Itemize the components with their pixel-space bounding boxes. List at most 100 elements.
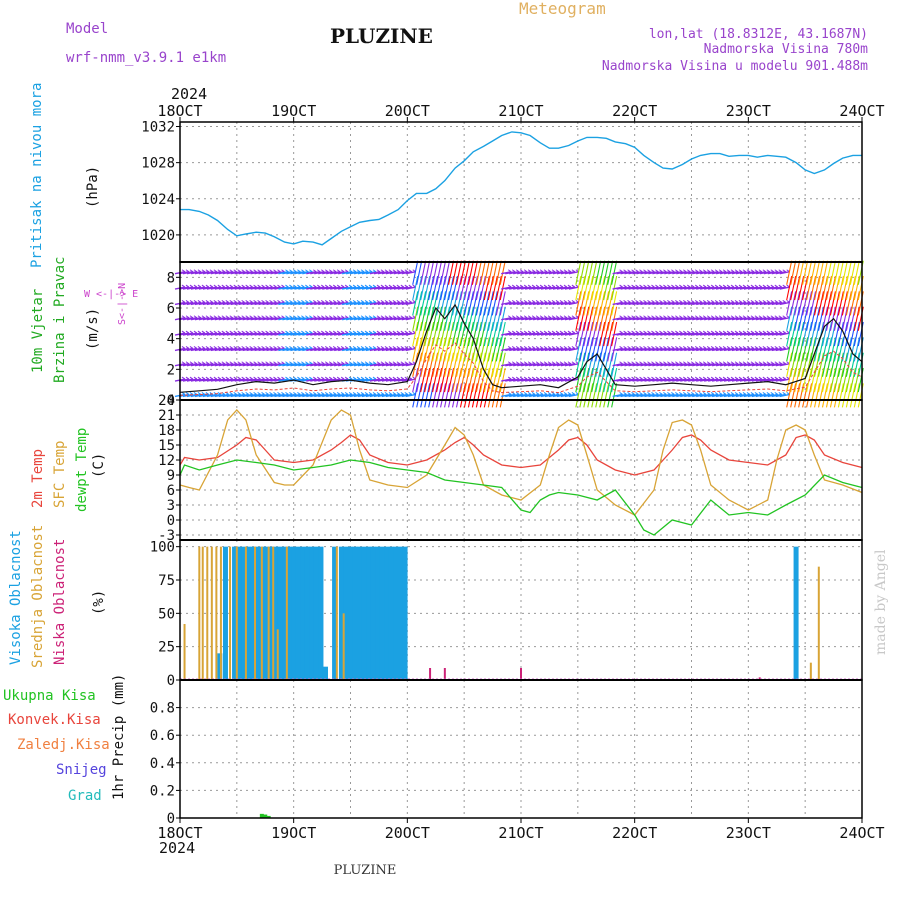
y-tick-label: 0.6 (150, 728, 175, 744)
cloud-bar-0 (291, 546, 297, 679)
y-tick-label: 0.2 (150, 783, 175, 799)
precip-bar (263, 814, 268, 818)
cloud-bar-1 (254, 546, 257, 679)
cloud-bar-0 (286, 546, 292, 679)
x-tick-top: 22OCT (612, 102, 657, 120)
wind-gust-line (179, 342, 863, 396)
temp-ylabel: (C) (91, 453, 107, 478)
y-tick-label: 24 (158, 393, 175, 409)
cloud-bar-0 (384, 546, 390, 679)
x-tick-bottom: 20OCT (385, 824, 430, 842)
cloud-bar-1 (342, 613, 345, 679)
elevation-text: Nadmorska Visina 780m (704, 42, 869, 57)
panel-frame-4 (179, 679, 863, 819)
x-tick-bottom: 18OCT (157, 824, 202, 842)
model-label: Model (66, 21, 108, 37)
temp-line-2 (179, 459, 863, 536)
cloud-bar-1 (267, 546, 270, 679)
cloud-bar-0 (343, 546, 349, 679)
cloud-bar-0 (222, 546, 228, 679)
y-tick-label: 0.8 (150, 701, 175, 717)
temp-side-label-3: dewpt Temp (74, 428, 90, 512)
cloud-bar-1 (260, 546, 263, 679)
cloud-bar-0 (313, 546, 319, 679)
x-tick-top: 24OCT (839, 102, 884, 120)
cloud-bar-2 (758, 677, 761, 679)
cloud-bar-1 (335, 546, 338, 679)
cloud-bar-1 (215, 546, 218, 679)
x-tick-top: 18OCT (157, 102, 202, 120)
y-tick-label: 75 (158, 573, 175, 589)
pressure-line (180, 131, 862, 246)
cloud-bar-0 (309, 546, 315, 679)
y-tick-label: 50 (158, 606, 175, 622)
cloud-side-label-3: Niska Oblacnost (52, 539, 68, 665)
x-tick-bottom: 23OCT (726, 824, 771, 842)
panel-frame-2 (179, 399, 863, 541)
precip-legend-1: Konvek.Kisa (8, 712, 101, 728)
lonlat-text: lon,lat (18.8312E, 43.1687N) (649, 27, 868, 42)
cloud-bar-0 (232, 546, 238, 679)
cloud-bar-0 (250, 546, 256, 679)
y-tick-label: 12 (158, 453, 175, 469)
cloud-bar-0 (393, 546, 399, 679)
cloud-bar-0 (263, 546, 269, 679)
cloud-bar-0 (398, 546, 404, 679)
y-tick-label: 6 (167, 301, 175, 317)
y-tick-label: 18 (158, 423, 175, 439)
year-bottom: 2024 (159, 839, 195, 857)
model-elevation-text: Nadmorska Visina u modelu 901.488m (602, 59, 868, 74)
cloud-bar-1 (198, 546, 201, 679)
cloud-bar-0 (332, 546, 338, 679)
cloud-bar-0 (277, 546, 283, 679)
year-top: 2024 (171, 85, 207, 103)
x-tick-top: 21OCT (498, 102, 543, 120)
cloud-bar-0 (361, 546, 367, 679)
x-tick-bottom: 19OCT (271, 824, 316, 842)
x-tick-top: 23OCT (726, 102, 771, 120)
y-tick-label: 100 (150, 540, 175, 556)
precip-ylabel: 1hr Precip (mm) (111, 674, 127, 800)
wind-side-label-2: Brzina i Pravac (52, 257, 68, 383)
cloud-bar-0 (272, 546, 278, 679)
wind-ylabel: (m/s) (85, 308, 101, 350)
cloud-bar-1 (285, 546, 288, 679)
cloud-bar-0 (370, 546, 376, 679)
cloud-bar-0 (322, 666, 328, 679)
y-tick-label: 4 (167, 332, 175, 348)
station-title: PLUZINE (330, 24, 433, 48)
precip-legend-0: Ukupna Kisa (3, 688, 96, 704)
cloud-bar-0 (295, 546, 301, 679)
cloud-bar-0 (241, 546, 247, 679)
cloud-bar-0 (268, 546, 274, 679)
wind-arrows (174, 260, 864, 408)
cloud-bar-1 (201, 546, 204, 679)
cloud-bar-0 (379, 546, 385, 679)
cloud-bar-2 (443, 668, 446, 679)
cloud-bar-1 (183, 624, 186, 679)
cloud-bar-1 (817, 566, 820, 679)
pressure-ylabel: (hPa) (85, 166, 101, 208)
y-tick-label: 2 (167, 362, 175, 378)
y-tick-label: 0.4 (150, 756, 175, 772)
cloud-bar-0 (338, 546, 344, 679)
pressure-side-label: Pritisak na nivou mora (29, 83, 45, 268)
y-tick-label: 9 (167, 468, 175, 484)
y-tick-label: 25 (158, 640, 175, 656)
x-tick-top: 20OCT (385, 102, 430, 120)
cloud-bar-0 (348, 546, 353, 679)
cloud-bar-1 (272, 546, 275, 679)
temp-side-label-2: SFC Temp (52, 441, 68, 508)
product-title: Meteogram (519, 0, 606, 18)
precip-legend-2: Zaledj.Kisa (17, 737, 110, 753)
precip-legend-4: Grad (68, 788, 102, 804)
x-tick-top: 19OCT (271, 102, 316, 120)
cloud-bar-0 (304, 546, 310, 679)
cloud-bar-1 (244, 546, 247, 679)
cloud-bar-0 (318, 546, 324, 679)
y-tick-label: 3 (167, 498, 175, 514)
cloud-bar-2 (520, 668, 522, 679)
cloud-bar-1 (235, 546, 238, 679)
y-tick-label: 0 (167, 811, 175, 827)
